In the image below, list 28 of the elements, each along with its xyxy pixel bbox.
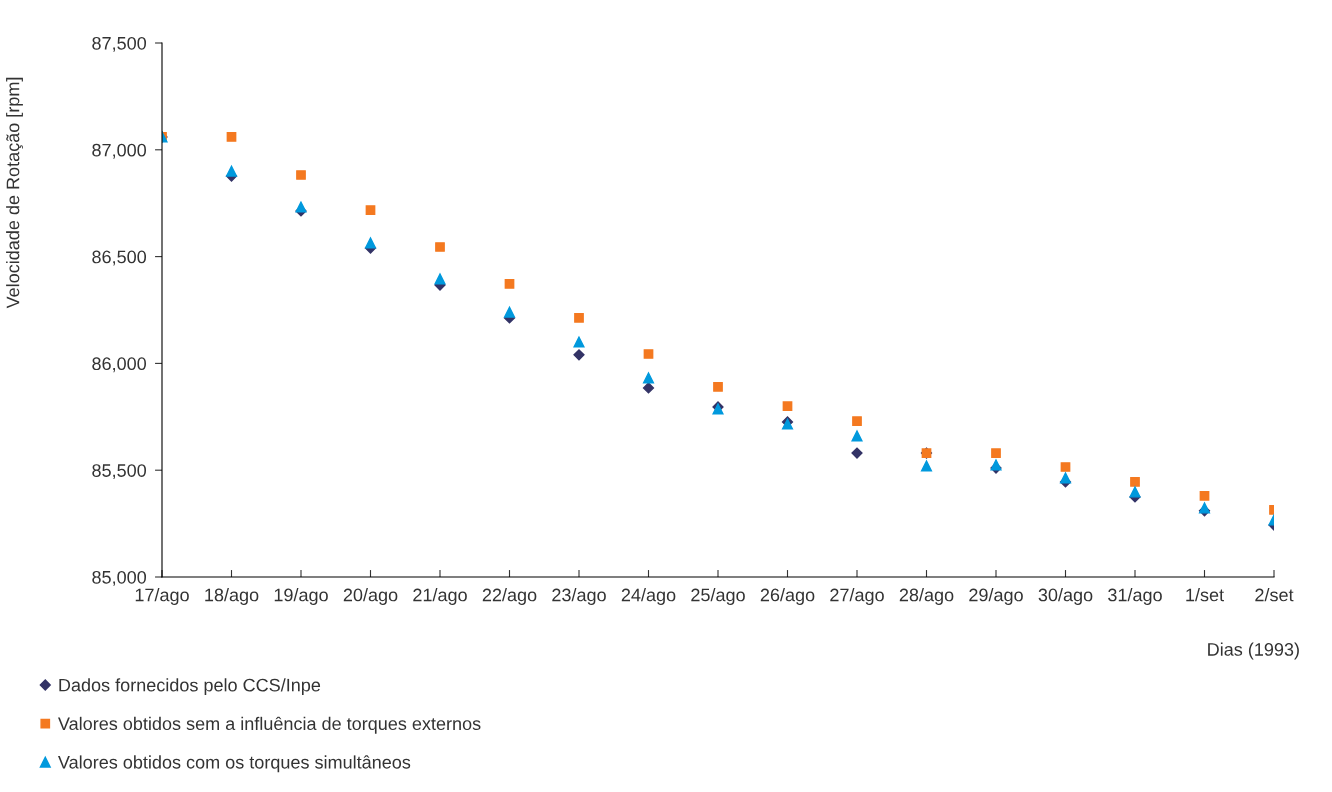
y-tick-label: 85,500 xyxy=(92,464,147,480)
x-tick-label: 1/set xyxy=(1186,588,1224,602)
x-tick-label: 17/ago xyxy=(135,588,189,605)
x-tick-label: 18/ago xyxy=(205,588,259,605)
x-tick-label: 31/ago xyxy=(1108,588,1162,605)
x-tick-label: 20/ago xyxy=(343,588,398,605)
y-tick-label: 85,000 xyxy=(92,570,147,586)
x-axis-title: Dias (1993) xyxy=(1208,642,1299,660)
legend-label: Dados fornecidos pelo CCS/Inpe xyxy=(59,678,321,696)
x-tick-label: 22/ago xyxy=(482,588,537,605)
x-tick-label: 24/ago xyxy=(621,588,676,605)
x-tick-label: 26/ago xyxy=(760,588,815,605)
y-tick-label: 86,500 xyxy=(92,250,147,266)
legend-label: Valores obtidos com os torques simultâneos xyxy=(58,755,411,773)
x-tick-label: 21/ago xyxy=(413,588,467,605)
y-tick-label: 87,000 xyxy=(92,143,147,159)
x-tick-label: 2/set xyxy=(1255,588,1294,602)
x-tick-label: 28/ago xyxy=(899,588,954,605)
y-axis-title: Velocidade de Rotação [rpm] xyxy=(6,77,23,309)
x-tick-label: 25/ago xyxy=(691,588,745,605)
x-tick-label: 23/ago xyxy=(552,588,606,605)
y-tick-label: 86,000 xyxy=(92,357,147,373)
x-tick-label: 30/ago xyxy=(1038,588,1093,605)
y-tick-label: 87,500 xyxy=(92,36,147,52)
legend-label: Valores obtidos sem a influência de torques externos xyxy=(58,716,481,734)
x-tick-label: 27/ago xyxy=(830,588,884,605)
x-tick-label: 19/ago xyxy=(274,588,328,605)
x-tick-label: 29/ago xyxy=(969,588,1023,605)
